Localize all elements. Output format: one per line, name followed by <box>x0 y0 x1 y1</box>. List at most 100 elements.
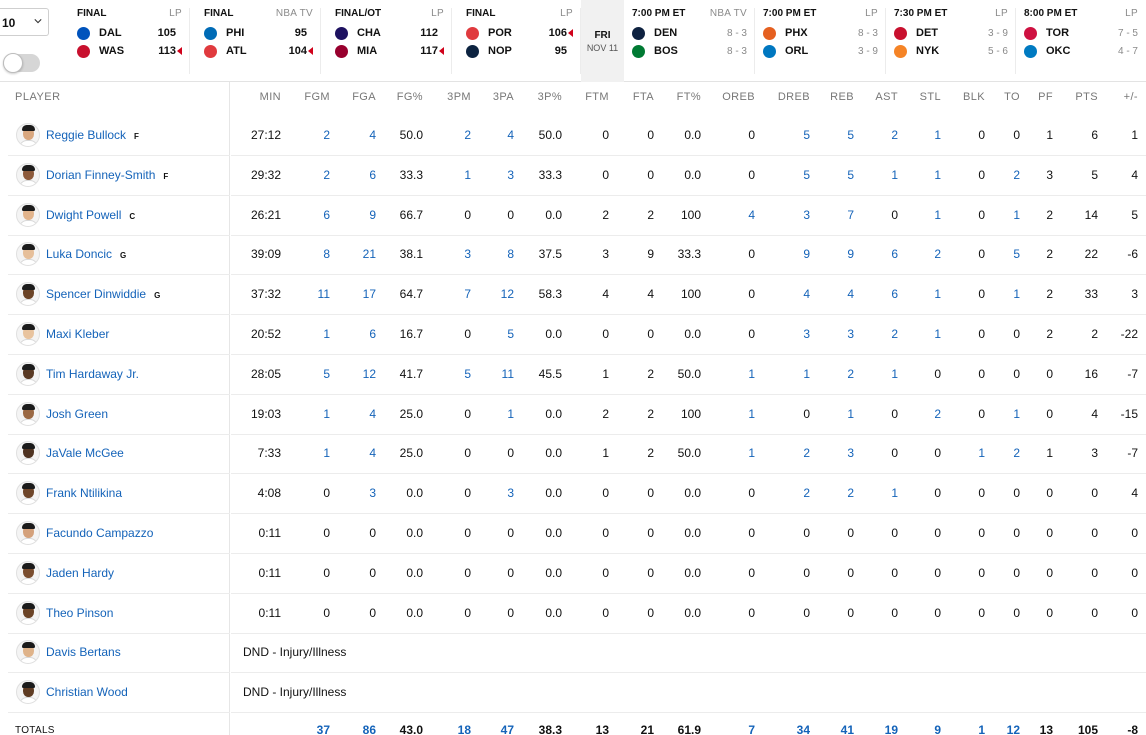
stat-cell[interactable]: 6 <box>891 287 898 301</box>
total-cell[interactable]: 19 <box>884 723 898 735</box>
stat-cell[interactable]: 4 <box>369 128 376 142</box>
stat-cell[interactable]: 8 <box>507 247 514 261</box>
stat-cell[interactable]: 2 <box>803 446 810 460</box>
column-header-ast[interactable]: AST <box>875 91 898 103</box>
column-header-stl[interactable]: STL <box>919 91 941 103</box>
total-cell[interactable]: 1 <box>978 723 985 735</box>
stat-cell[interactable]: 11 <box>317 287 330 301</box>
stat-cell[interactable]: 1 <box>323 446 330 460</box>
stat-cell[interactable]: 7 <box>847 208 854 222</box>
player-name-link[interactable]: Luka Doncic G <box>46 247 126 261</box>
stat-cell[interactable]: 1 <box>1013 208 1020 222</box>
stat-cell[interactable]: 1 <box>978 446 985 460</box>
stat-cell[interactable]: 1 <box>847 407 854 421</box>
stat-cell[interactable]: 1 <box>891 486 898 500</box>
stat-cell[interactable]: 1 <box>1013 287 1020 301</box>
upcoming-game-card[interactable]: 8:00 PM ET LP TOR 7 - 5 OKC 4 - 7 <box>1016 0 1146 82</box>
stat-cell[interactable]: 5 <box>323 367 330 381</box>
stat-cell[interactable]: 4 <box>507 128 514 142</box>
stat-cell[interactable]: 1 <box>934 287 941 301</box>
player-name-link[interactable]: Christian Wood <box>46 685 128 699</box>
column-header-3pm[interactable]: 3PM <box>447 91 471 103</box>
season-select[interactable]: 10 <box>0 8 49 36</box>
player-header[interactable]: PLAYER <box>15 91 61 103</box>
player-name-link[interactable]: Maxi Kleber <box>46 327 109 341</box>
toggle-switch[interactable] <box>3 53 40 73</box>
stat-cell[interactable]: 5 <box>803 168 810 182</box>
player-name-link[interactable]: Dwight Powell C <box>46 208 135 222</box>
stat-cell[interactable]: 1 <box>891 367 898 381</box>
player-name-link[interactable]: Spencer Dinwiddie G <box>46 287 160 301</box>
total-cell[interactable]: 12 <box>1006 723 1020 735</box>
column-header-min[interactable]: MIN <box>259 91 281 103</box>
stat-cell[interactable]: 1 <box>891 168 898 182</box>
stat-cell[interactable]: 2 <box>464 128 471 142</box>
stat-cell[interactable]: 1 <box>934 327 941 341</box>
stat-cell[interactable]: 5 <box>464 367 471 381</box>
column-header-reb[interactable]: REB <box>830 91 854 103</box>
stat-cell[interactable]: 3 <box>847 327 854 341</box>
column-header-fgm[interactable]: FGM <box>304 91 330 103</box>
column-header-fta[interactable]: FTA <box>632 91 654 103</box>
total-cell[interactable]: 41 <box>840 723 854 735</box>
stat-cell[interactable]: 9 <box>803 247 810 261</box>
stat-cell[interactable]: 5 <box>803 128 810 142</box>
stat-cell[interactable]: 3 <box>464 247 471 261</box>
stat-cell[interactable]: 1 <box>748 367 755 381</box>
stat-cell[interactable]: 2 <box>1013 446 1020 460</box>
stat-cell[interactable]: 6 <box>369 327 376 341</box>
stat-cell[interactable]: 4 <box>369 446 376 460</box>
stat-cell[interactable]: 3 <box>803 208 810 222</box>
stat-cell[interactable]: 2 <box>323 128 330 142</box>
stat-cell[interactable]: 6 <box>323 208 330 222</box>
column-header-pts[interactable]: PTS <box>1075 91 1098 103</box>
stat-cell[interactable]: 2 <box>891 128 898 142</box>
stat-cell[interactable]: 5 <box>1013 247 1020 261</box>
total-cell[interactable]: 47 <box>500 723 514 735</box>
stat-cell[interactable]: 2 <box>803 486 810 500</box>
column-header-pf[interactable]: PF <box>1038 91 1053 103</box>
column-header-to[interactable]: TO <box>1004 91 1020 103</box>
stat-cell[interactable]: 3 <box>507 168 514 182</box>
stat-cell[interactable]: 4 <box>369 407 376 421</box>
stat-cell[interactable]: 5 <box>847 168 854 182</box>
stat-cell[interactable]: 4 <box>847 287 854 301</box>
player-name-link[interactable]: Jaden Hardy <box>46 566 114 580</box>
stat-cell[interactable]: 1 <box>323 327 330 341</box>
stat-cell[interactable]: 6 <box>369 168 376 182</box>
game-card[interactable]: FINAL NBA TV PHI 95 ATL 104 <box>190 0 321 82</box>
stat-cell[interactable]: 1 <box>934 208 941 222</box>
column-header-3pa[interactable]: 3PA <box>492 91 514 103</box>
stat-cell[interactable]: 3 <box>803 327 810 341</box>
stat-cell[interactable]: 11 <box>501 367 514 381</box>
stat-cell[interactable]: 1 <box>934 168 941 182</box>
stat-cell[interactable]: 4 <box>803 287 810 301</box>
game-card[interactable]: FINAL/OT LP CHA 112 MIA 117 <box>321 0 452 82</box>
total-cell[interactable]: 9 <box>934 723 941 735</box>
stat-cell[interactable]: 3 <box>507 486 514 500</box>
stat-cell[interactable]: 2 <box>323 168 330 182</box>
total-cell[interactable]: 7 <box>748 723 755 735</box>
column-header-plus-minus[interactable]: +/- <box>1123 91 1138 103</box>
stat-cell[interactable]: 17 <box>362 287 376 301</box>
stat-cell[interactable]: 2 <box>1013 168 1020 182</box>
column-header-blk[interactable]: BLK <box>963 91 985 103</box>
stat-cell[interactable]: 2 <box>934 247 941 261</box>
column-header-oreb[interactable]: OREB <box>722 91 755 103</box>
stat-cell[interactable]: 1 <box>507 407 514 421</box>
player-name-link[interactable]: JaVale McGee <box>46 446 124 460</box>
player-name-link[interactable]: Frank Ntilikina <box>46 486 122 500</box>
game-card[interactable]: FINAL LP POR 106 NOP 95 <box>452 0 581 82</box>
stat-cell[interactable]: 21 <box>362 247 376 261</box>
total-cell[interactable]: 86 <box>362 723 376 735</box>
player-name-link[interactable]: Josh Green <box>46 407 108 421</box>
column-header-dreb[interactable]: DREB <box>777 91 810 103</box>
stat-cell[interactable]: 12 <box>362 367 376 381</box>
stat-cell[interactable]: 3 <box>369 486 376 500</box>
upcoming-game-card[interactable]: 7:00 PM ET NBA TV DEN 8 - 3 BOS 8 - 3 <box>624 0 755 82</box>
stat-cell[interactable]: 5 <box>847 128 854 142</box>
upcoming-game-card[interactable]: 7:00 PM ET LP PHX 8 - 3 ORL 3 - 9 <box>755 0 886 82</box>
player-name-link[interactable]: Dorian Finney-Smith F <box>46 168 168 182</box>
stat-cell[interactable]: 1 <box>934 128 941 142</box>
player-name-link[interactable]: Theo Pinson <box>46 606 113 620</box>
